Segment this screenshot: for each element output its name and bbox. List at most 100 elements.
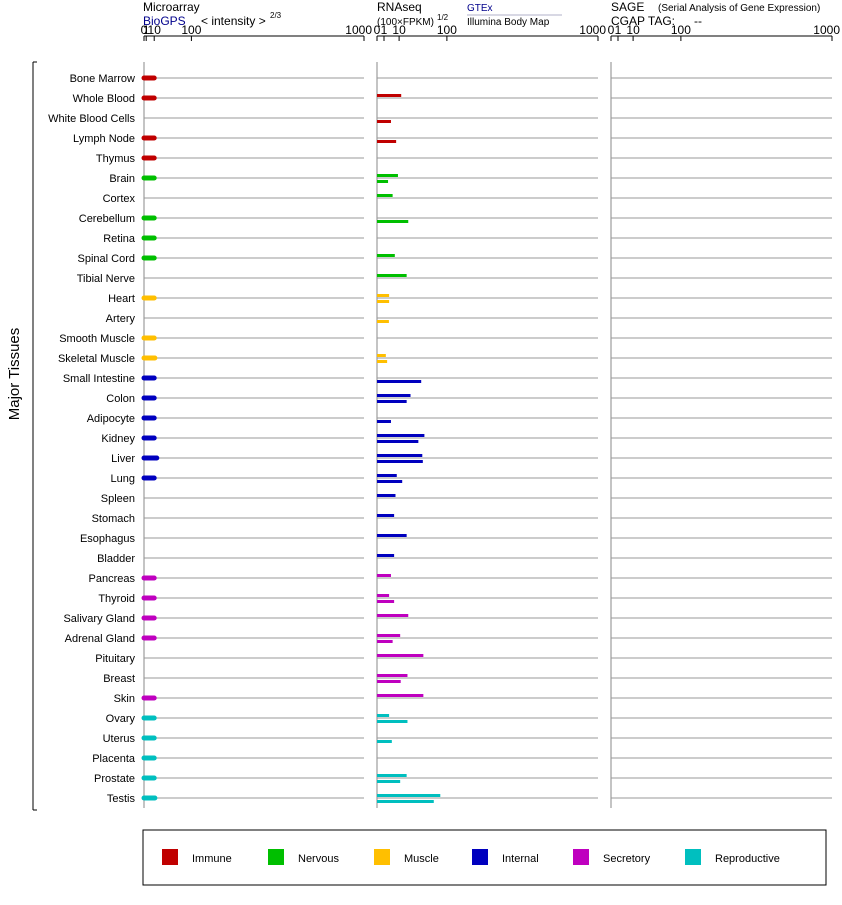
tissue-label-skeletal-muscle: Skeletal Muscle xyxy=(58,353,135,365)
bar-gtex-brain[interactable] xyxy=(377,174,398,177)
bar-ibm-breast[interactable] xyxy=(377,680,401,683)
sage-subtitle: (Serial Analysis of Gene Expression) xyxy=(658,3,820,14)
tissue-label-uterus: Uterus xyxy=(103,733,136,745)
rnaseq-header: RNAseq GTEx (100×FPKM) 1/2 Illumina Body… xyxy=(377,0,562,28)
panel-0-tick-label-100: 100 xyxy=(181,23,201,37)
bar-gtex-heart[interactable] xyxy=(377,294,390,297)
panel-0-tick-label-0: 0 xyxy=(141,23,148,37)
bar-ibm-ovary[interactable] xyxy=(377,720,408,723)
legend-label-reproductive: Reproductive xyxy=(715,853,780,865)
tissue-label-pituitary: Pituitary xyxy=(95,653,135,665)
bar-gtex-kidney[interactable] xyxy=(377,434,425,437)
bar-gtex-adrenal-gland[interactable] xyxy=(377,634,401,637)
panel-0-tick-label-1: 1 xyxy=(143,23,150,37)
panel-1-tick-label-100: 100 xyxy=(437,23,457,37)
sage-title: SAGE xyxy=(611,0,644,14)
bar-ibm-adipocyte[interactable] xyxy=(377,420,391,423)
bar-gtex-stomach[interactable] xyxy=(377,514,395,517)
bar-ibm-cerebellum[interactable] xyxy=(377,220,409,223)
tissue-label-prostate: Prostate xyxy=(94,773,135,785)
microarray-header: Microarray BioGPS < intensity > 2/3 xyxy=(143,0,282,28)
bar-gtex-salivary-gland[interactable] xyxy=(377,614,409,617)
bar-gtex-cortex[interactable] xyxy=(377,194,393,197)
bar-gtex-thyroid[interactable] xyxy=(377,594,390,597)
bar-gtex-spinal-cord[interactable] xyxy=(377,254,395,257)
bar-gtex-esophagus[interactable] xyxy=(377,534,407,537)
tissue-label-liver: Liver xyxy=(111,453,135,465)
legend-label-muscle: Muscle xyxy=(404,853,439,865)
microarray-scale-label: < intensity > xyxy=(201,14,266,28)
tissue-label-lymph-node: Lymph Node xyxy=(73,133,135,145)
expression-bars xyxy=(141,75,441,803)
bar-ibm-liver[interactable] xyxy=(377,460,423,463)
bar-ibm-uterus[interactable] xyxy=(377,740,392,743)
bar-gtex-liver[interactable] xyxy=(377,454,423,457)
tissue-label-bladder: Bladder xyxy=(97,553,135,565)
tissue-label-bone-marrow: Bone Marrow xyxy=(70,73,135,85)
bar-gtex-bladder[interactable] xyxy=(377,554,395,557)
legend-swatch-reproductive xyxy=(685,849,701,865)
panel-2-tick-label-100: 100 xyxy=(671,23,691,37)
illumina-body-map-label: Illumina Body Map xyxy=(467,17,550,28)
tissue-label-skin: Skin xyxy=(114,693,135,705)
legend-label-nervous: Nervous xyxy=(298,853,339,865)
panel-2-tick-label-1000: 1000 xyxy=(813,23,840,37)
tissue-label-spinal-cord: Spinal Cord xyxy=(78,253,135,265)
bar-ibm-skeletal-muscle[interactable] xyxy=(377,360,388,363)
tissue-label-white-blood-cells: White Blood Cells xyxy=(48,113,135,125)
legend-swatch-nervous xyxy=(268,849,284,865)
bar-gtex-lung[interactable] xyxy=(377,474,397,477)
bar-gtex-skin[interactable] xyxy=(377,694,424,697)
bar-ibm-prostate[interactable] xyxy=(377,780,401,783)
panel-2-tick-label-1: 1 xyxy=(615,23,622,37)
tissue-label-heart: Heart xyxy=(108,293,135,305)
bar-ibm-lung[interactable] xyxy=(377,480,403,483)
major-tissues-label: Major Tissues xyxy=(6,328,23,421)
bar-ibm-heart[interactable] xyxy=(377,300,390,303)
bar-gtex-testis[interactable] xyxy=(377,794,441,797)
rnaseq-scale-exponent: 1/2 xyxy=(437,13,449,22)
tissue-label-breast: Breast xyxy=(103,673,135,685)
bar-gtex-pancreas[interactable] xyxy=(377,574,391,577)
bar-ibm-testis[interactable] xyxy=(377,800,434,803)
tissue-label-testis: Testis xyxy=(107,793,136,805)
bar-ibm-white-blood-cells[interactable] xyxy=(377,120,391,123)
bar-ibm-small-intestine[interactable] xyxy=(377,380,422,383)
tissue-label-cerebellum: Cerebellum xyxy=(79,213,135,225)
bar-gtex-tibial-nerve[interactable] xyxy=(377,274,407,277)
tissue-label-thymus: Thymus xyxy=(96,153,136,165)
bar-gtex-ovary[interactable] xyxy=(377,714,390,717)
bar-gtex-pituitary[interactable] xyxy=(377,654,424,657)
tissue-label-esophagus: Esophagus xyxy=(80,533,136,545)
bar-gtex-skeletal-muscle[interactable] xyxy=(377,354,386,357)
bar-ibm-colon[interactable] xyxy=(377,400,407,403)
biogps-link[interactable]: BioGPS xyxy=(143,14,186,28)
tissue-label-adrenal-gland: Adrenal Gland xyxy=(65,633,135,645)
tissue-label-lung: Lung xyxy=(111,473,135,485)
bar-gtex-colon[interactable] xyxy=(377,394,411,397)
panel-1-tick-label-0: 0 xyxy=(374,23,381,37)
bar-ibm-lymph-node[interactable] xyxy=(377,140,397,143)
bar-ibm-adrenal-gland[interactable] xyxy=(377,640,393,643)
bar-ibm-artery[interactable] xyxy=(377,320,389,323)
bar-ibm-kidney[interactable] xyxy=(377,440,419,443)
legend-swatch-secretory xyxy=(573,849,589,865)
tissue-label-stomach: Stomach xyxy=(92,513,135,525)
panel-0-tick-label-10: 10 xyxy=(148,23,162,37)
bar-ibm-brain[interactable] xyxy=(377,180,389,183)
bar-gtex-breast[interactable] xyxy=(377,674,408,677)
tissue-label-placenta: Placenta xyxy=(92,753,136,765)
microarray-title: Microarray xyxy=(143,0,200,14)
bar-gtex-prostate[interactable] xyxy=(377,774,407,777)
gtex-link[interactable]: GTEx xyxy=(467,3,493,14)
panel-1-tick-label-1: 1 xyxy=(381,23,388,37)
bar-ibm-thyroid[interactable] xyxy=(377,600,395,603)
tissue-label-salivary-gland: Salivary Gland xyxy=(63,613,135,625)
tissue-label-adipocyte: Adipocyte xyxy=(87,413,135,425)
legend-label-secretory: Secretory xyxy=(603,853,651,865)
bar-gtex-whole-blood[interactable] xyxy=(377,94,402,97)
tissue-label-artery: Artery xyxy=(106,313,136,325)
bar-gtex-spleen[interactable] xyxy=(377,494,396,497)
